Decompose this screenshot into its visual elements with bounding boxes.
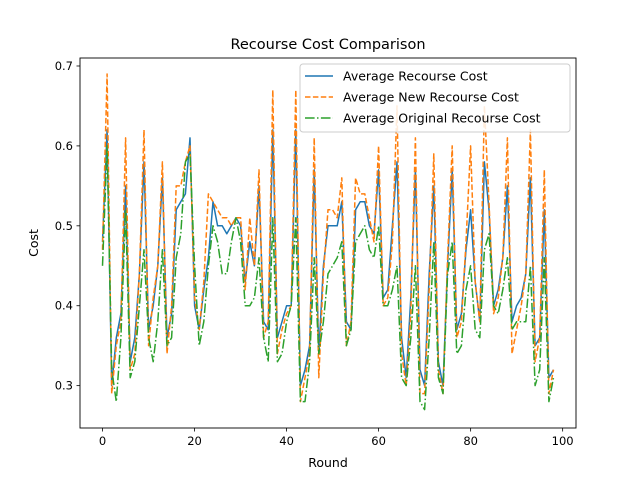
series-line-3 [101,145,555,411]
x-tick-label: 80 [463,434,478,448]
plot-frame [79,57,577,429]
x-tick-label: 40 [279,434,294,448]
y-axis-label: Cost [26,229,41,257]
series-line-1 [101,129,555,387]
legend-label: Average New Recourse Cost [343,90,519,105]
legend: Average Recourse Cost Average New Recours… [299,63,571,133]
y-tick-label: 0.4 [55,299,73,313]
y-tick-label: 0.7 [55,59,73,73]
legend-box [299,63,571,133]
chart-title: Recourse Cost Comparison [230,37,425,53]
x-tick-label: 60 [371,434,386,448]
y-axis: 0.3 0.4 0.5 0.6 0.7 [55,59,80,393]
legend-entries: Average Recourse Cost Average New Recours… [305,69,541,126]
x-axis-label: Round [308,455,348,470]
y-tick-label: 0.3 [55,379,73,393]
series-line-2 [101,73,555,403]
y-tick-label: 0.6 [55,139,73,153]
y-tick-label: 0.5 [55,219,73,233]
x-axis: 0 20 40 60 80 100 [99,428,574,448]
legend-label: Average Recourse Cost [343,69,488,84]
x-tick-label: 100 [552,434,574,448]
x-tick-label: 20 [187,434,202,448]
legend-label: Average Original Recourse Cost [343,111,541,126]
x-tick-label: 0 [99,434,106,448]
series-layer [101,73,555,411]
